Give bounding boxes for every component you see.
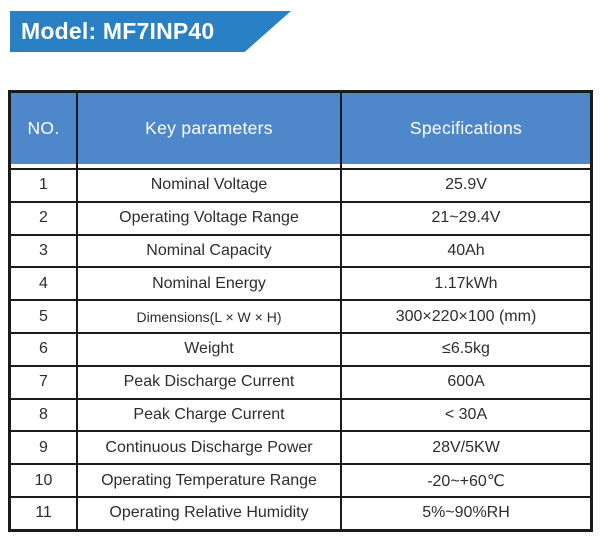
row-number: 6 <box>11 333 78 365</box>
row-parameter: Dimensions(L × W × H) <box>78 301 342 332</box>
row-parameter: Operating Voltage Range <box>78 202 342 234</box>
row-number: 9 <box>11 432 78 464</box>
table-row: 1 Nominal Voltage 25.9V <box>11 168 590 201</box>
header-specifications: Specifications <box>409 118 523 138</box>
row-parameter: Nominal Voltage <box>78 170 342 201</box>
row-specification: 28V/5KW <box>432 438 500 456</box>
row-number: 3 <box>11 235 78 267</box>
row-parameter: Operating Temperature Range <box>78 465 342 496</box>
spec-table: NO. Key parameters Specifications 1 Nomi… <box>8 90 593 532</box>
row-number: 5 <box>11 301 78 332</box>
table-row: 8 Peak Charge Current < 30A <box>11 397 590 431</box>
row-parameter: Operating Relative Humidity <box>78 497 342 529</box>
row-specification: 5%~90%RH <box>422 504 510 522</box>
row-specification: 21~29.4V <box>431 209 501 227</box>
table-row: 5 Dimensions(L × W × H) 300×220×100 (mm) <box>11 299 590 332</box>
gap-cell <box>78 164 342 168</box>
row-parameter: Peak Charge Current <box>78 399 342 431</box>
row-parameter: Nominal Energy <box>78 268 342 300</box>
table-row: 4 Nominal Energy 1.17kWh <box>11 266 590 300</box>
header-key-parameters: Key parameters <box>78 93 342 164</box>
row-specification: ≤6.5kg <box>442 340 490 358</box>
row-specification: 40Ah <box>447 241 485 259</box>
row-parameter: Continuous Discharge Power <box>78 432 342 464</box>
table-row: 10 Operating Temperature Range -20~+60℃ <box>11 463 590 496</box>
row-parameter: Peak Discharge Current <box>78 366 342 398</box>
row-number: 2 <box>11 202 78 234</box>
row-parameter: Nominal Capacity <box>78 235 342 267</box>
table-row: 9 Continuous Discharge Power 28V/5KW <box>11 430 590 464</box>
row-number: 8 <box>11 399 78 431</box>
row-parameter: Weight <box>78 333 342 365</box>
table-row: 7 Peak Discharge Current 600A <box>11 364 590 398</box>
gap-cell <box>342 164 590 168</box>
table-header-row: NO. Key parameters Specifications <box>11 93 590 164</box>
row-number: 1 <box>11 170 78 201</box>
table-row: 2 Operating Voltage Range 21~29.4V <box>11 200 590 234</box>
header-no: NO. <box>11 93 78 164</box>
row-specification: 1.17kWh <box>434 274 498 292</box>
table-row: 6 Weight ≤6.5kg <box>11 331 590 365</box>
table-row: 11 Operating Relative Humidity 5%~90%RH <box>11 495 590 529</box>
model-label: Model: MF7INP40 <box>21 18 215 44</box>
gap-cell <box>11 164 78 168</box>
row-specification: 600A <box>447 373 485 391</box>
row-number: 10 <box>11 465 78 496</box>
row-number: 11 <box>11 497 78 529</box>
row-number: 4 <box>11 268 78 300</box>
row-specification: -20~+60℃ <box>427 472 505 490</box>
row-number: 7 <box>11 366 78 398</box>
table-row: 3 Nominal Capacity 40Ah <box>11 233 590 267</box>
row-specification: 300×220×100 (mm) <box>395 307 537 325</box>
row-specification: < 30A <box>444 405 488 423</box>
table-body: 1 Nominal Voltage 25.9V 2 Operating Volt… <box>11 168 590 529</box>
model-banner: Model: MF7INP40 <box>10 11 291 52</box>
row-specification: 25.9V <box>445 176 487 194</box>
header-body-gap <box>11 164 590 168</box>
